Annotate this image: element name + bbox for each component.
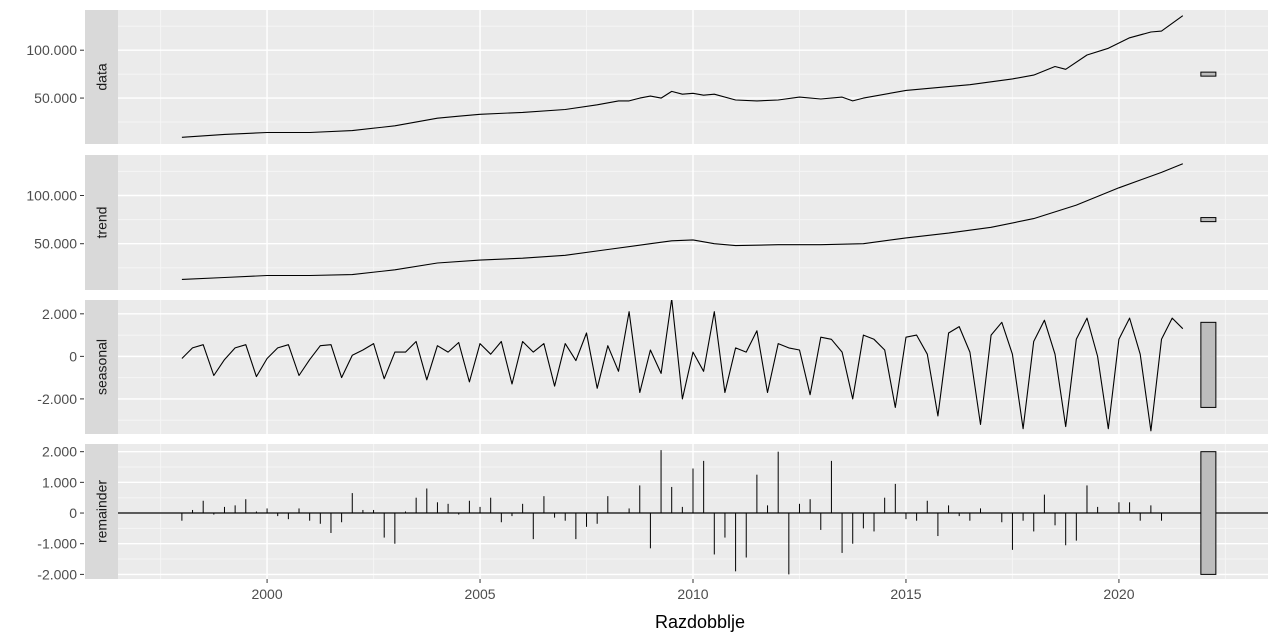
x-tick-label: 2020 — [1103, 586, 1134, 602]
y-tick-label: 0 — [69, 505, 77, 521]
strip-label-data: data — [94, 63, 110, 90]
series-line-data — [181, 15, 1184, 138]
y-tick-label: -2.000 — [37, 391, 77, 407]
strip-seasonal — [85, 300, 118, 434]
series-line-trend — [181, 163, 1184, 280]
y-tick-label: -1.000 — [37, 536, 77, 552]
series-seasonal — [181, 300, 1184, 432]
panels-layer: data 50.000 100.000 trend 50.000 100.000 seaso… — [26, 10, 1268, 582]
x-tick-label: 2015 — [890, 586, 921, 602]
strip-data — [85, 10, 118, 144]
x-tick-label: 2005 — [464, 586, 495, 602]
range-bar-seasonal — [1200, 321, 1217, 408]
x-axis-title: Razdobblje — [655, 612, 745, 632]
series-line-seasonal — [181, 300, 1184, 432]
strip-label-seasonal: seasonal — [94, 339, 110, 395]
series-trend — [181, 163, 1184, 280]
x-tick-label: 2000 — [251, 586, 282, 602]
strip-label-remainder: remainder — [94, 480, 110, 543]
y-tick-label: -2.000 — [37, 566, 77, 582]
y-tick-label: 2.000 — [42, 306, 77, 322]
range-bar-trend — [1200, 217, 1217, 223]
panel-trend: trend 50.000 100.000 — [26, 155, 1268, 290]
y-tick-label: 100.000 — [26, 188, 77, 204]
x-axis: 2000 2005 2010 2015 2020 — [251, 579, 1135, 602]
x-tick-label: 2010 — [677, 586, 708, 602]
strip-trend — [85, 155, 118, 290]
y-tick-label: 100.000 — [26, 42, 77, 58]
y-tick-label: 50.000 — [34, 236, 77, 252]
y-tick-label: 50.000 — [34, 90, 77, 106]
panel-remainder: remainder -2.000 -1.000 0 1.000 2.000 — [37, 444, 1268, 582]
panel-data: data 50.000 100.000 — [26, 10, 1268, 144]
y-tick-label: 2.000 — [42, 444, 77, 460]
strip-remainder — [85, 444, 118, 579]
y-tick-label: 1.000 — [42, 474, 77, 490]
range-bar-remainder — [1200, 451, 1217, 575]
y-tick-label: 0 — [69, 348, 77, 364]
strip-label-trend: trend — [94, 207, 110, 239]
range-bar-data — [1200, 71, 1217, 77]
panel-seasonal: seasonal -2.000 0 2.000 — [37, 300, 1268, 434]
series-remainder — [118, 450, 1268, 575]
series-data — [181, 15, 1184, 138]
